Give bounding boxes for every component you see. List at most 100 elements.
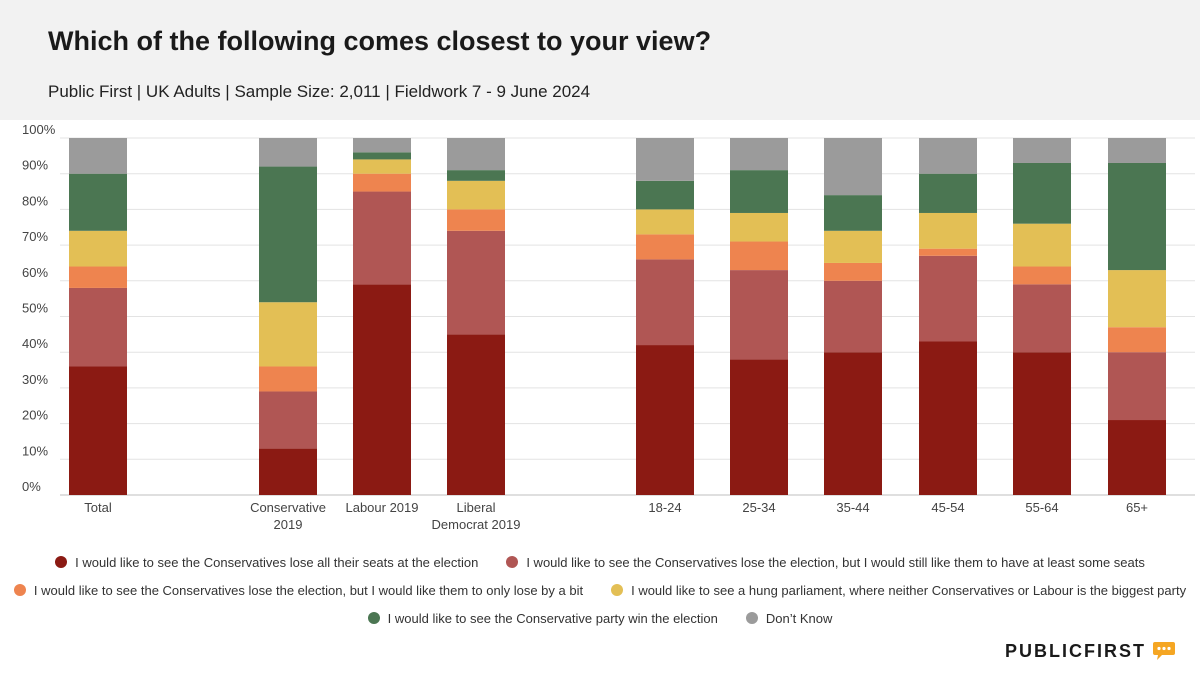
legend-swatch-3 (611, 584, 624, 596)
x-tick-label: 65+ (1126, 500, 1148, 515)
x-tick-label: Conservative (250, 500, 326, 515)
bar-segment (1013, 138, 1071, 163)
chart-title: Which of the following comes closest to … (48, 26, 712, 56)
x-tick-label: 35-44 (836, 500, 869, 515)
bar-segment (259, 302, 317, 367)
bar-segment (919, 173, 977, 213)
bar-segment (824, 280, 882, 353)
legend-label: I would like to see a hung parliament, w… (631, 582, 1187, 598)
bar-segment (447, 334, 505, 495)
legend-label: Don’t Know (765, 610, 833, 626)
x-tick-label: 45-54 (931, 500, 964, 515)
bar-segment (69, 266, 127, 288)
legend-item: I would like to see the Conservative par… (367, 611, 718, 626)
x-tick-label: Liberal (456, 500, 495, 515)
bar-segment (730, 170, 788, 213)
x-tick-label: 25-34 (742, 500, 775, 515)
bar-segment (636, 209, 694, 235)
bar-segment (1013, 223, 1071, 267)
y-tick-label: 40% (22, 336, 48, 351)
logo-text: PUBLICFIRST (1005, 640, 1146, 661)
legend-swatch-5 (745, 612, 758, 624)
bar-segment (636, 259, 694, 346)
legend-row-3: I would like to see the Conservative par… (0, 604, 1200, 632)
bar-segment (730, 270, 788, 360)
legend-item: I would like to see the Conservatives lo… (55, 555, 478, 570)
bar-segment (259, 391, 317, 449)
y-tick-label: 90% (22, 158, 48, 173)
y-tick-label: 60% (22, 265, 48, 280)
bar-segment (259, 138, 317, 167)
header-band: Which of the following comes closest to … (0, 0, 1200, 120)
y-tick-label: 30% (22, 372, 48, 387)
bar-segment (919, 255, 977, 342)
bar-segment (1108, 327, 1166, 353)
bar-segment (259, 366, 317, 392)
bar-segment (69, 287, 127, 367)
bar-segment (447, 170, 505, 181)
bar-segment (259, 166, 317, 303)
bar-segment (353, 152, 411, 160)
bar-segment (1013, 284, 1071, 353)
bar-segment (730, 359, 788, 495)
bar-segment (824, 352, 882, 495)
bar-segment (824, 138, 882, 196)
bar-segment (1013, 352, 1071, 495)
legend: I would like to see the Conservatives lo… (0, 548, 1200, 632)
public-first-logo: PUBLICFIRST (1005, 640, 1176, 662)
legend-item: Don’t Know (745, 610, 833, 626)
bar-segment (824, 230, 882, 263)
bar-segment (1108, 138, 1166, 163)
bar-segment (259, 448, 317, 495)
bar-segment (1108, 420, 1166, 495)
bar-segment (353, 159, 411, 174)
legend-swatch-0 (55, 556, 68, 568)
x-tick-label: Labour 2019 (345, 500, 418, 515)
bar-segment (353, 191, 411, 285)
bar-segment (730, 138, 788, 171)
y-tick-label: 0% (22, 479, 41, 494)
bar-segment (824, 262, 882, 281)
y-tick-label: 80% (22, 193, 48, 208)
bar-segment (919, 341, 977, 495)
x-tick-label: 55-64 (1025, 500, 1058, 515)
bar-segment (447, 180, 505, 210)
speech-bubble-icon (1153, 642, 1175, 660)
legend-label: I would like to see the Conservatives lo… (33, 582, 584, 598)
legend-item: I would like to see a hung parliament, w… (611, 583, 1186, 598)
x-tick-label: Democrat 2019 (432, 517, 521, 532)
bar-segment (1108, 270, 1166, 328)
y-tick-label: 20% (22, 408, 48, 423)
y-tick-label: 100% (22, 122, 56, 137)
bar-segment (919, 138, 977, 174)
legend-row-2: I would like to see the Conservatives lo… (0, 576, 1200, 604)
chart-subtitle: Public First | UK Adults | Sample Size: … (48, 82, 591, 101)
bar-segment (69, 230, 127, 267)
bar-segment (1108, 162, 1166, 271)
bar-segment (636, 180, 694, 210)
bar-segment (1108, 352, 1166, 421)
y-tick-label: 50% (22, 301, 48, 316)
bar-segment (1013, 266, 1071, 285)
legend-row-1: I would like to see the Conservatives lo… (0, 548, 1200, 576)
bar-segment (69, 366, 127, 495)
bar-segment (353, 138, 411, 153)
bar-segment (353, 284, 411, 495)
bar-segment (636, 138, 694, 181)
x-tick-label: Total (84, 500, 112, 515)
bar-segment (919, 248, 977, 256)
bar-segment (447, 138, 505, 171)
bar-segment (447, 209, 505, 231)
legend-label: I would like to see the Conservatives lo… (75, 554, 479, 570)
bar-segment (69, 138, 127, 174)
bar-segment (1013, 162, 1071, 224)
bar-segment (919, 212, 977, 249)
bar-segment (69, 173, 127, 231)
bar-segment (447, 230, 505, 335)
y-tick-label: 70% (22, 229, 48, 244)
legend-swatch-2 (13, 584, 26, 596)
legend-item: I would like to see the Conservatives lo… (506, 555, 1145, 570)
legend-swatch-1 (506, 556, 519, 568)
stacked-bar-chart: 0% 10% 20% 30% 40% 50% 60% 70% 80% 90% 100% Total Co… (22, 122, 1195, 532)
legend-swatch-4 (367, 612, 380, 624)
